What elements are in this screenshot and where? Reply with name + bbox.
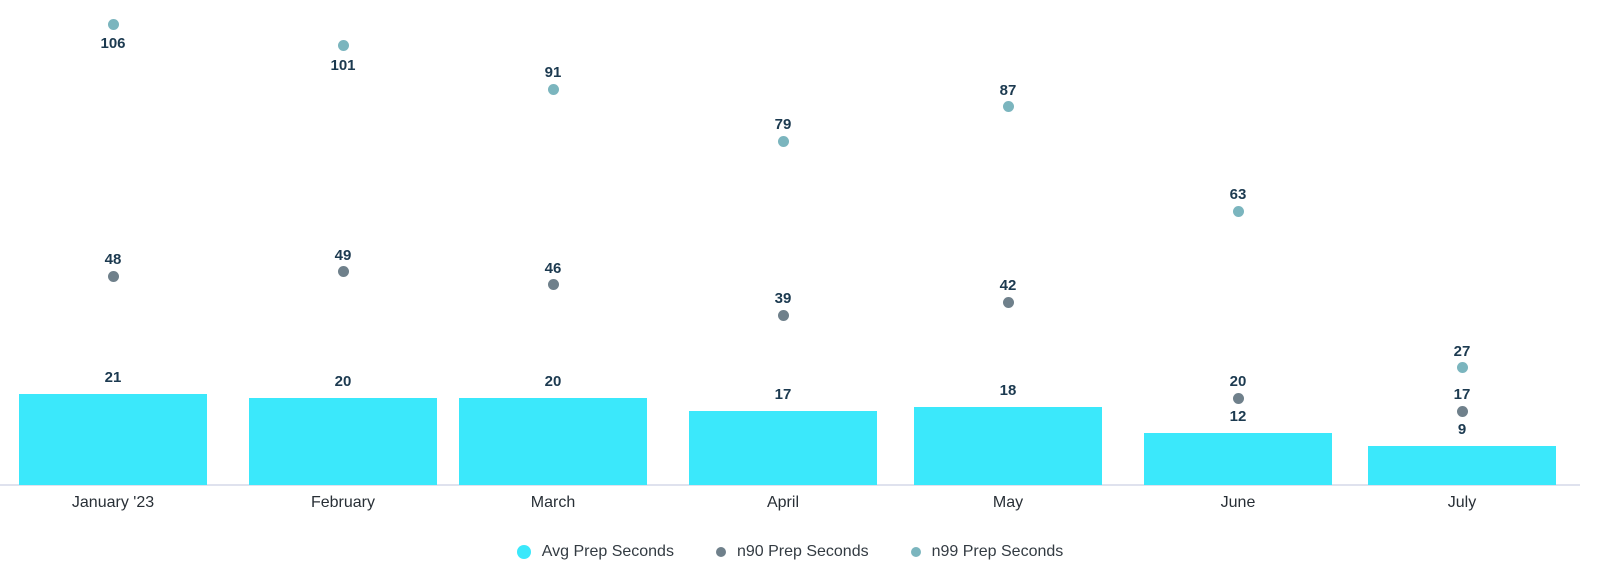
value-label: 27 bbox=[1453, 342, 1471, 360]
bar-june[interactable] bbox=[1144, 432, 1332, 485]
category-label: May bbox=[992, 494, 1024, 511]
legend-item-avg[interactable]: Avg Prep Seconds bbox=[516, 543, 674, 561]
value-label: 101 bbox=[330, 56, 356, 74]
legend-swatch-icon bbox=[715, 547, 726, 557]
category-label: February bbox=[310, 494, 376, 511]
n99-dot[interactable] bbox=[1456, 362, 1468, 374]
n99-dot[interactable] bbox=[107, 18, 119, 30]
legend-label: n99 Prep Seconds bbox=[931, 543, 1064, 560]
legend-swatch-icon bbox=[516, 545, 531, 559]
n99-dot[interactable] bbox=[777, 135, 789, 147]
legend-label: Avg Prep Seconds bbox=[541, 543, 674, 560]
x-axis-line bbox=[0, 484, 1580, 486]
legend-label: n90 Prep Seconds bbox=[736, 543, 869, 560]
n99-dot[interactable] bbox=[1232, 205, 1244, 217]
category-label: July bbox=[1447, 494, 1477, 511]
value-label: 17 bbox=[774, 386, 792, 404]
value-label: 106 bbox=[100, 35, 126, 52]
value-label: 87 bbox=[999, 81, 1017, 99]
n90-dot[interactable] bbox=[1002, 296, 1014, 308]
value-label: 49 bbox=[334, 246, 352, 264]
legend-item-n99[interactable]: n99 Prep Seconds bbox=[910, 543, 1064, 561]
n90-dot[interactable] bbox=[1232, 392, 1244, 404]
n90-dot[interactable] bbox=[1456, 405, 1468, 417]
n90-dot[interactable] bbox=[337, 266, 349, 278]
bar-july[interactable] bbox=[1368, 445, 1556, 485]
bar-april[interactable] bbox=[689, 411, 877, 485]
legend-item-n90[interactable]: n90 Prep Seconds bbox=[715, 543, 869, 561]
n90-dot[interactable] bbox=[777, 309, 789, 321]
value-label: 20 bbox=[544, 373, 562, 391]
n90-dot[interactable] bbox=[547, 279, 559, 291]
value-label: 9 bbox=[1457, 420, 1467, 438]
category-label: March bbox=[530, 494, 576, 511]
value-label: 42 bbox=[999, 277, 1017, 295]
value-label: 46 bbox=[544, 259, 562, 277]
n90-dot[interactable] bbox=[107, 270, 119, 282]
bar-january-23[interactable] bbox=[19, 393, 207, 485]
value-label: 48 bbox=[104, 251, 122, 269]
category-label: April bbox=[766, 494, 799, 511]
value-label: 20 bbox=[1229, 373, 1247, 391]
value-label: 91 bbox=[544, 64, 562, 82]
value-label: 79 bbox=[774, 116, 792, 134]
bar-february[interactable] bbox=[249, 398, 437, 485]
bar-may[interactable] bbox=[914, 406, 1102, 485]
n99-dot[interactable] bbox=[547, 83, 559, 95]
value-label: 17 bbox=[1453, 386, 1471, 404]
legend-swatch-icon bbox=[910, 547, 921, 557]
category-label: January '23 bbox=[71, 494, 155, 511]
chart-legend: Avg Prep Seconds n90 Prep Seconds n99 Prep… bbox=[0, 541, 1580, 563]
value-label: 63 bbox=[1229, 186, 1247, 203]
n99-dot[interactable] bbox=[337, 40, 349, 52]
value-label: 39 bbox=[774, 290, 792, 308]
category-label: June bbox=[1220, 494, 1256, 511]
value-label: 12 bbox=[1229, 407, 1247, 425]
n99-dot[interactable] bbox=[1002, 101, 1014, 113]
value-label: 20 bbox=[334, 373, 352, 391]
value-label: 21 bbox=[104, 368, 122, 386]
bar-march[interactable] bbox=[459, 398, 647, 485]
value-label: 18 bbox=[999, 381, 1017, 399]
